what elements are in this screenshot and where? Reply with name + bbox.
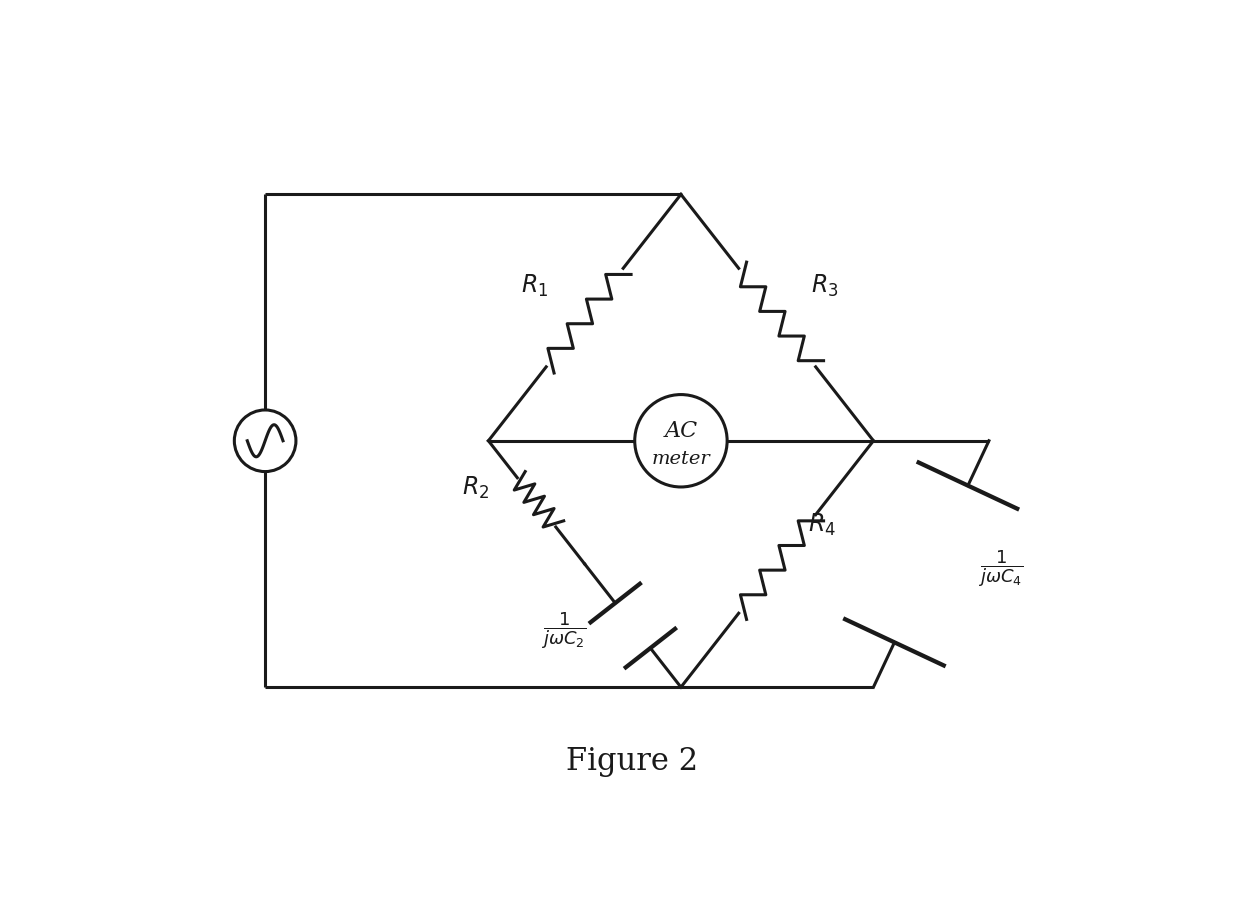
Text: $R_2$: $R_2$	[462, 474, 489, 501]
Text: meter: meter	[652, 449, 711, 467]
Text: $\dfrac{1}{j\omega C_2}$: $\dfrac{1}{j\omega C_2}$	[540, 610, 586, 650]
Text: Figure 2: Figure 2	[566, 745, 698, 776]
Text: $\dfrac{1}{j\omega C_4}$: $\dfrac{1}{j\omega C_4}$	[977, 548, 1023, 588]
Text: $R_3$: $R_3$	[811, 272, 839, 299]
Text: $R_4$: $R_4$	[808, 511, 835, 538]
Text: AC: AC	[664, 419, 697, 441]
Text: $R_1$: $R_1$	[521, 272, 548, 299]
